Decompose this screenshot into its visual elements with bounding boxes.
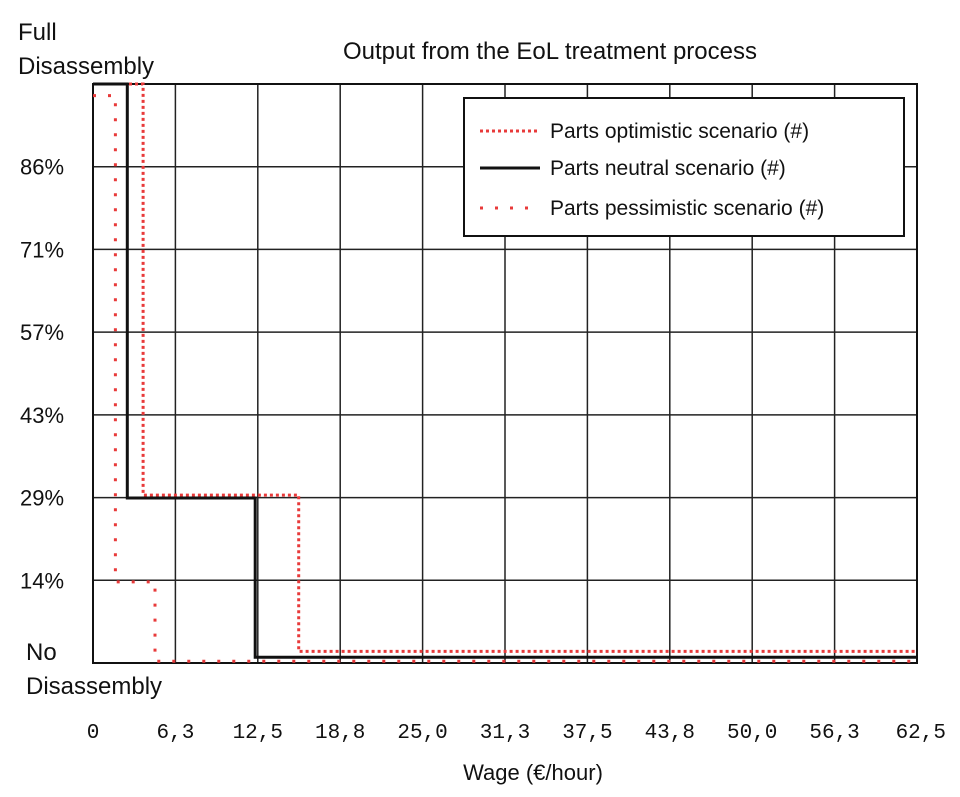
legend-label-neutral: Parts neutral scenario (#) [550,157,786,180]
y-top-label-line2: Disassembly [18,53,154,80]
legend-label-pessimistic: Parts pessimistic scenario (#) [550,197,824,220]
legend-label-optimistic: Parts optimistic scenario (#) [550,120,809,143]
y-tick-label: 14% [20,568,64,593]
x-tick-label: 0 [87,722,100,745]
plot-frame [92,83,918,664]
x-tick-label: 6,3 [156,722,194,745]
y-tick-label: 43% [20,403,64,428]
x-tick-label: 43,8 [645,722,695,745]
x-tick-label: 25,0 [397,722,447,745]
series-line-neutral [93,82,917,659]
chart-title: Output from the EoL treatment process [343,38,757,65]
x-tick-label: 62,5 [896,722,946,745]
x-tick-label: 31,3 [480,722,530,745]
x-tick-label: 50,0 [727,722,777,745]
y-tick-labels: 86% 71% 57% 43% 29% 14% [20,155,64,594]
x-tick-label: 18,8 [315,722,365,745]
x-tick-label: 56,3 [809,722,859,745]
y-tick-label: 71% [20,237,64,262]
y-bottom-label-line1: No [26,639,57,666]
y-tick-label: 29% [20,486,64,511]
series-line-optimistic [93,82,917,653]
x-tick-label: 37,5 [562,722,612,745]
x-tick-label: 12,5 [233,722,283,745]
x-tick-labels: 0 6,3 12,5 18,8 25,0 31,3 37,5 43,8 50,0 56,3 62,5 [87,722,946,745]
y-bottom-label-line2: Disassembly [26,673,162,700]
y-tick-label: 86% [20,155,64,180]
x-axis-label: Wage (€/hour) [463,760,603,785]
series-layer [93,82,917,663]
y-tick-label: 57% [20,320,64,345]
legend: Parts optimistic scenario (#) Parts neut… [463,97,905,237]
y-top-label-line1: Full [18,19,57,46]
